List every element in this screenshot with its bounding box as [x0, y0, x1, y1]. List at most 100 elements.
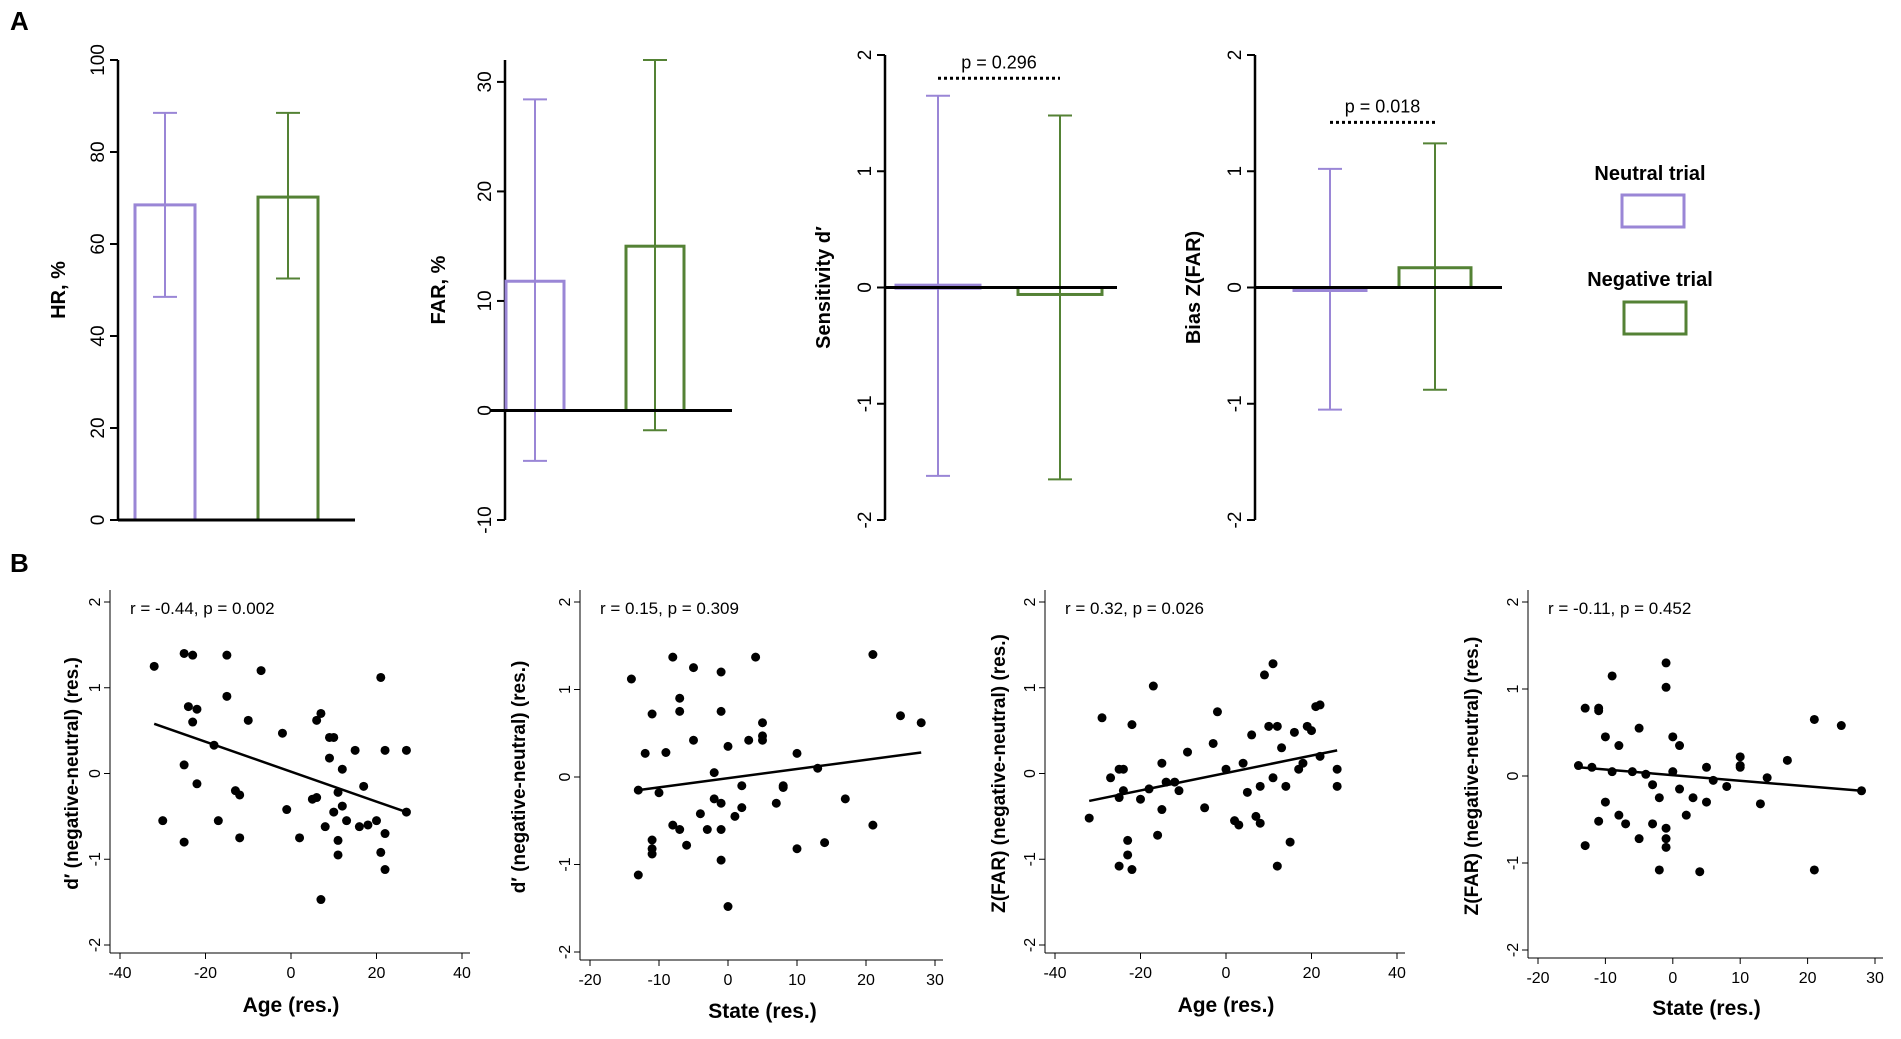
data-point — [1084, 813, 1094, 823]
data-point — [316, 708, 326, 718]
y-tick-label: -1 — [87, 852, 104, 866]
data-point — [1600, 732, 1610, 742]
data-point — [1634, 834, 1644, 844]
data-point — [716, 798, 726, 808]
y-tick-label: 2 — [557, 597, 574, 606]
data-point — [792, 748, 802, 758]
data-point — [647, 849, 657, 859]
data-point — [1183, 747, 1193, 757]
y-tick-label: 2 — [1225, 50, 1246, 61]
data-point — [1634, 723, 1644, 733]
data-point — [1621, 819, 1631, 829]
y-tick-label: -1 — [1022, 852, 1039, 866]
data-point — [222, 691, 232, 701]
y-tick-label: -1 — [855, 395, 876, 412]
correlation-annotation: r = 0.15, p = 0.309 — [600, 599, 739, 618]
data-point — [675, 693, 685, 703]
data-point — [277, 728, 287, 738]
data-point — [235, 833, 245, 843]
data-point — [1268, 659, 1278, 669]
regression-line — [638, 751, 922, 792]
y-tick-label: -1 — [557, 857, 574, 871]
legend-negative-label: Negative trial — [1587, 269, 1713, 291]
data-point — [333, 835, 343, 845]
y-tick-label: -2 — [855, 512, 876, 529]
y-tick-label: -2 — [1505, 943, 1522, 957]
y-tick-label: -2 — [87, 938, 104, 952]
data-point — [1688, 793, 1698, 803]
x-tick-label: -20 — [1526, 970, 1549, 987]
x-tick-label: -20 — [194, 965, 217, 982]
x-tick-label: -20 — [578, 972, 601, 989]
data-point — [183, 702, 193, 712]
data-point — [668, 820, 678, 830]
data-point — [316, 895, 326, 905]
data-point — [1661, 842, 1671, 852]
p-value-label: p = 0.296 — [961, 52, 1037, 72]
x-tick-label: 0 — [1668, 970, 1677, 987]
data-point — [1695, 867, 1705, 877]
data-point — [1654, 793, 1664, 803]
data-point — [1277, 743, 1287, 753]
data-point — [668, 652, 678, 662]
y-tick-label: -2 — [1022, 938, 1039, 952]
data-point — [312, 715, 322, 725]
data-point — [1127, 720, 1137, 730]
data-point — [1238, 758, 1248, 768]
x-tick-label: 30 — [1866, 970, 1884, 987]
y-axis-label: Sensitivity d′ — [813, 226, 835, 349]
y-tick-label: 20 — [88, 417, 109, 438]
data-point — [1097, 713, 1107, 723]
data-point — [647, 835, 657, 845]
data-point — [626, 674, 636, 684]
y-tick-label: -2 — [557, 945, 574, 959]
y-tick-label: 2 — [87, 597, 104, 606]
y-tick-label: -1 — [1225, 395, 1246, 412]
data-point — [333, 850, 343, 860]
data-point — [1136, 794, 1145, 804]
data-point — [350, 745, 360, 755]
data-point — [758, 718, 767, 728]
data-point — [1675, 784, 1685, 794]
y-axis-label: Z(FAR) (negative-neutral) (res.) — [989, 634, 1010, 913]
x-tick-label: 10 — [788, 972, 806, 989]
data-point — [1106, 773, 1116, 783]
data-point — [1298, 758, 1308, 768]
data-point — [682, 840, 692, 850]
data-point — [1123, 835, 1133, 845]
data-point — [213, 816, 223, 826]
data-point — [1272, 721, 1282, 731]
data-point — [820, 838, 830, 848]
data-point — [222, 650, 232, 660]
data-point — [1153, 830, 1163, 840]
data-point — [737, 781, 747, 791]
data-point — [840, 794, 850, 804]
y-tick-label: 1 — [557, 685, 574, 694]
y-tick-label: 0 — [1022, 769, 1039, 778]
data-point — [1782, 755, 1792, 765]
x-tick-label: -40 — [1043, 965, 1066, 982]
y-axis-label: FAR, % — [428, 255, 450, 324]
y-tick-label: 40 — [88, 325, 109, 346]
y-tick-label: -10 — [475, 506, 496, 533]
data-point — [1157, 805, 1167, 815]
x-tick-label: 0 — [1222, 965, 1231, 982]
x-tick-label: 30 — [926, 972, 944, 989]
data-point — [1123, 850, 1133, 860]
data-point — [916, 718, 926, 728]
data-point — [1809, 714, 1819, 724]
data-point — [1285, 837, 1295, 847]
data-point — [1661, 682, 1671, 692]
data-point — [1661, 658, 1671, 668]
data-point — [1272, 861, 1282, 871]
y-tick-label: 2 — [855, 50, 876, 61]
data-point — [1661, 834, 1671, 844]
data-point — [1735, 761, 1745, 771]
data-point — [337, 764, 347, 774]
data-point — [1762, 773, 1772, 783]
chart-zfar-age: -2 -1 0 1 2 -40 -20 0 20 40 Age (res.) Z(FAR) (nega… — [989, 590, 1406, 1017]
data-point — [1208, 738, 1218, 748]
y-tick-label: 1 — [1022, 683, 1039, 692]
